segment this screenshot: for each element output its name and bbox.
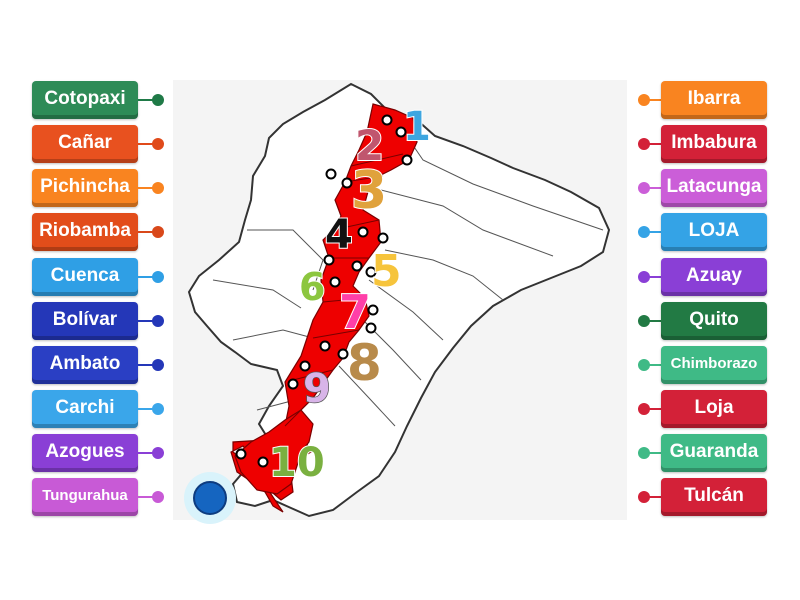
answer-tile-azuay[interactable]: Azuay: [661, 258, 767, 296]
answer-tile-imbabura[interactable]: Imbabura: [661, 125, 767, 163]
tile-connector: [646, 496, 662, 498]
drop-zone-dot[interactable]: [257, 456, 269, 468]
highlighted-province-south: [234, 409, 314, 495]
drop-zone-dot[interactable]: [337, 348, 349, 360]
answer-tile-quito[interactable]: Quito: [661, 302, 767, 340]
drop-zone-dot[interactable]: [325, 168, 337, 180]
answer-tile-bolivar[interactable]: Bolívar: [32, 302, 138, 340]
map-number-10: 10: [269, 440, 325, 486]
tile-connector-dot: [638, 182, 650, 194]
play-circle-icon: [193, 481, 227, 515]
answer-tile-ibarra[interactable]: Ibarra: [661, 81, 767, 119]
tile-connector: [646, 231, 662, 233]
tile-connector: [138, 231, 154, 233]
drop-zone-dot[interactable]: [287, 378, 299, 390]
map-number-2: 2: [355, 121, 384, 170]
tile-connector: [138, 452, 154, 454]
answer-tile-riobamba[interactable]: Riobamba: [32, 213, 138, 251]
tile-connector-dot: [152, 447, 164, 459]
tile-connector: [646, 143, 662, 145]
drop-zone-dot[interactable]: [401, 154, 413, 166]
tile-connector-dot: [152, 94, 164, 106]
answer-tile-chimborazo[interactable]: Chimborazo: [661, 346, 767, 384]
tile-connector-dot: [152, 315, 164, 327]
tile-connector: [138, 364, 154, 366]
tile-connector-dot: [152, 182, 164, 194]
tile-connector-dot: [152, 271, 164, 283]
map-number-1: 1: [403, 104, 431, 150]
answer-tile-latacunga[interactable]: Latacunga: [661, 169, 767, 207]
tile-connector: [138, 143, 154, 145]
drop-zone-dot[interactable]: [351, 260, 363, 272]
answer-tile-loja-upper[interactable]: LOJA: [661, 213, 767, 251]
drop-zone-dot[interactable]: [235, 448, 247, 460]
tile-connector: [646, 99, 662, 101]
answer-tile-azogues[interactable]: Azogues: [32, 434, 138, 472]
drop-zone-dot[interactable]: [299, 360, 311, 372]
tile-connector-dot: [152, 491, 164, 503]
tile-connector: [646, 320, 662, 322]
map-number-6: 6: [299, 265, 325, 309]
map-number-labels: 1 2 3 4 5 6 7 8 9 10: [268, 103, 432, 487]
drop-zone-dot[interactable]: [381, 114, 393, 126]
tile-connector: [646, 408, 662, 410]
tile-connector-dot: [638, 226, 650, 238]
tile-connector-dot: [638, 447, 650, 459]
drop-zone-dot[interactable]: [323, 254, 335, 266]
tile-connector-dot: [638, 315, 650, 327]
tile-connector-dot: [638, 94, 650, 106]
answer-tile-cuenca[interactable]: Cuenca: [32, 258, 138, 296]
map-number-8: 8: [347, 334, 382, 392]
ecuador-map: 1 2 3 4 5 6 7 8 9 10: [187, 82, 611, 518]
drop-zone-dot[interactable]: [357, 226, 369, 238]
drop-zone-dot[interactable]: [395, 126, 407, 138]
answer-tile-tulcan[interactable]: Tulcán: [661, 478, 767, 516]
tile-connector: [646, 276, 662, 278]
answer-tile-cotopaxi[interactable]: Cotopaxi: [32, 81, 138, 119]
tile-connector: [138, 99, 154, 101]
answer-tile-canar[interactable]: Cañar: [32, 125, 138, 163]
drop-zone-dot[interactable]: [365, 322, 377, 334]
tile-connector-dot: [638, 403, 650, 415]
answer-tile-carchi[interactable]: Carchi: [32, 390, 138, 428]
tile-connector-dot: [638, 138, 650, 150]
drop-zone-dot[interactable]: [329, 276, 341, 288]
tile-connector-dot: [152, 226, 164, 238]
map-number-9: 9: [303, 366, 331, 412]
tile-connector: [138, 408, 154, 410]
answer-tile-tungurahua[interactable]: Tungurahua: [32, 478, 138, 516]
drop-zones: [235, 114, 413, 468]
map-number-5: 5: [371, 246, 402, 297]
drop-zone-dot[interactable]: [341, 177, 353, 189]
drop-zone-dot[interactable]: [319, 340, 331, 352]
tile-connector-dot: [152, 138, 164, 150]
map-number-7: 7: [339, 285, 371, 339]
map-panel: 1 2 3 4 5 6 7 8 9 10: [173, 80, 627, 520]
map-number-4: 4: [325, 212, 353, 258]
drop-zone-dot[interactable]: [367, 304, 379, 316]
tile-connector: [138, 320, 154, 322]
tile-connector: [646, 452, 662, 454]
tile-connector-dot: [152, 359, 164, 371]
tile-connector: [646, 364, 662, 366]
tile-connector-dot: [638, 359, 650, 371]
tile-connector: [138, 276, 154, 278]
tile-connector-dot: [638, 491, 650, 503]
tile-connector-dot: [152, 403, 164, 415]
answer-tile-guaranda[interactable]: Guaranda: [661, 434, 767, 472]
play-button[interactable]: [184, 472, 236, 524]
tile-connector: [138, 496, 154, 498]
map-number-3: 3: [351, 161, 387, 221]
tile-connector: [138, 187, 154, 189]
answer-tile-loja[interactable]: Loja: [661, 390, 767, 428]
tile-connector-dot: [638, 271, 650, 283]
drop-zone-dot[interactable]: [377, 232, 389, 244]
drop-zone-dot[interactable]: [365, 266, 377, 278]
answer-tile-ambato[interactable]: Ambato: [32, 346, 138, 384]
answer-tile-pichincha[interactable]: Pichincha: [32, 169, 138, 207]
tile-connector: [646, 187, 662, 189]
